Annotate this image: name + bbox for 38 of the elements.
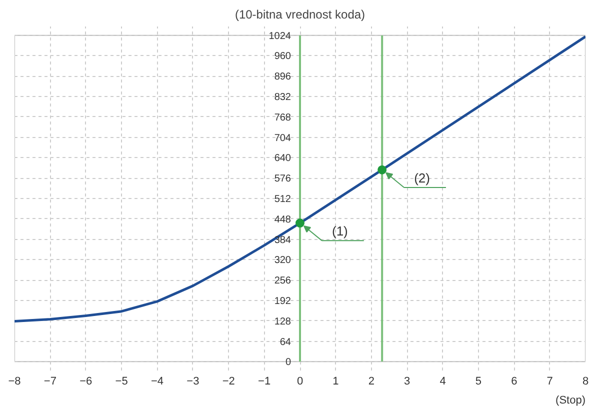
x-tick-label: −3 (186, 376, 200, 388)
y-tick-label: 704 (274, 132, 292, 144)
chart-title: (10-bitna vrednost koda) (234, 8, 366, 22)
x-axis-title: (Stop) (556, 394, 586, 406)
x-tick-label: 0 (296, 376, 304, 388)
y-tick-label: 960 (274, 51, 292, 62)
x-tick-label: −1 (258, 376, 271, 388)
y-tick-label: 640 (274, 153, 292, 164)
x-tick-label: 8 (582, 376, 589, 388)
y-tick-label: 192 (274, 296, 292, 307)
y-tick-label: 320 (274, 255, 292, 266)
y-tick-label: 576 (274, 174, 292, 185)
y-tick-label: 896 (274, 72, 292, 83)
x-tick-label: −6 (80, 376, 92, 388)
annotation: (2) (414, 170, 430, 186)
y-tick-label: 768 (274, 112, 292, 124)
y-tick-label: 1024 (268, 30, 292, 42)
x-tick-label: −4 (150, 376, 164, 388)
y-tick-label: 128 (274, 316, 292, 328)
x-tick-label: −7 (44, 376, 56, 388)
x-tick-label: 6 (511, 376, 518, 388)
x-tick-label: 7 (546, 376, 553, 388)
y-tick-label: 384 (274, 234, 292, 246)
y-tick-label: 512 (274, 194, 292, 205)
y-tick-label: 256 (274, 276, 292, 287)
x-tick-label: 5 (475, 376, 482, 388)
y-tick-label: 0 (285, 357, 292, 368)
y-tick-label: 448 (274, 214, 292, 226)
annotation: (1) (332, 224, 348, 239)
x-tick-label: −2 (222, 376, 235, 388)
x-tick-label: 2 (368, 376, 374, 388)
x-tick-label: 4 (440, 376, 446, 388)
x-tick-label: 1 (332, 376, 339, 388)
y-tick-label: 64 (280, 336, 292, 348)
x-tick-label: 3 (404, 376, 410, 388)
x-tick-label: −8 (8, 376, 21, 388)
y-tick-label: 832 (274, 92, 292, 104)
x-tick-label: −5 (115, 376, 128, 388)
